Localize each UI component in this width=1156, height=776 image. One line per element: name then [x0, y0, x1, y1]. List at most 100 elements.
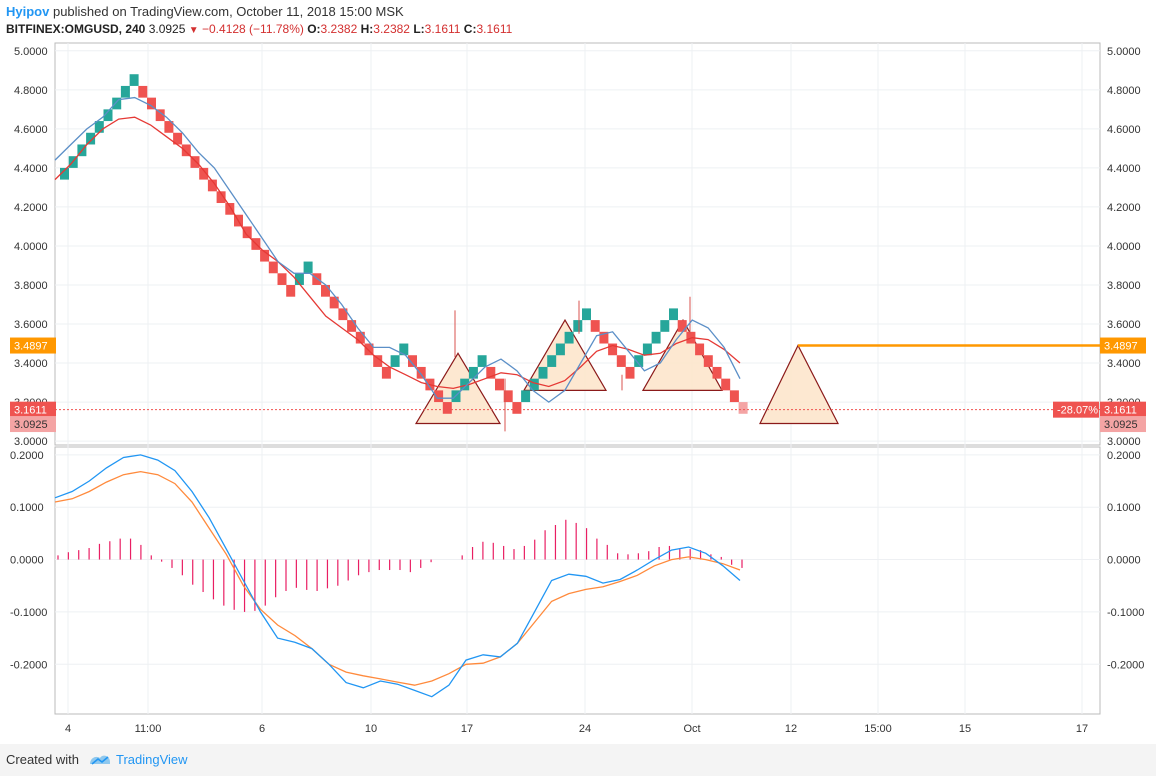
- price-tick-label-left: 5.0000: [14, 46, 48, 58]
- renko-brick: [381, 366, 391, 379]
- moving-averages: [54, 96, 741, 403]
- renko-brick: [721, 378, 731, 391]
- renko-brick: [364, 343, 374, 356]
- publish-info: Hyipov published on TradingView.com, Oct…: [6, 4, 404, 19]
- time-tick-label: 17: [1076, 723, 1088, 735]
- renko-brick: [468, 366, 478, 379]
- renko-brick: [216, 191, 226, 204]
- price-tick-label-left: 4.2000: [14, 202, 48, 214]
- tradingview-link[interactable]: TradingView: [116, 752, 188, 767]
- renko-brick: [434, 390, 444, 403]
- price-tick-label-left: 4.0000: [14, 241, 48, 253]
- renko-brick: [199, 167, 209, 180]
- open-value: 3.2382: [320, 22, 358, 36]
- macd-line: [54, 454, 741, 698]
- renko-brick: [355, 331, 365, 344]
- macd-tick-label-left: 0.1000: [10, 502, 44, 514]
- renko-brick: [555, 343, 565, 356]
- price-tick-label-right: 4.8000: [1107, 85, 1141, 97]
- level-label-left-bg: [10, 337, 56, 354]
- renko-brick: [564, 331, 574, 344]
- low-value: 3.1611: [424, 22, 461, 36]
- chart-canvas[interactable]: 5.0000 5.0000 4.8000 4.8000 4.6000 4.6000 4.40…: [0, 40, 1156, 744]
- last-label-right-bg: [1100, 416, 1146, 433]
- level-label-left: 3.4897: [14, 341, 48, 353]
- renko-brick: [268, 261, 278, 274]
- created-with-text: Created with: [6, 752, 79, 767]
- pattern-triangle: [414, 352, 502, 425]
- time-tick-label: 6: [259, 723, 265, 735]
- last-label-left: 3.0925: [14, 419, 48, 431]
- renko-brick: [477, 355, 487, 367]
- renko-brick: [294, 273, 304, 285]
- close-label-right-bg: [1100, 401, 1146, 418]
- renko-brick: [521, 390, 531, 403]
- down-arrow-icon: ▼: [188, 25, 199, 36]
- renko-brick: [669, 308, 678, 321]
- level-label-right-bg: [1100, 337, 1146, 354]
- symbol-name: BITFINEX:OMGUSD, 240: [6, 22, 146, 36]
- renko-brick: [503, 390, 513, 403]
- time-tick-label: 11:00: [135, 723, 162, 735]
- renko-brick: [207, 179, 217, 192]
- change-pct-label-bg: [1053, 401, 1099, 418]
- renko-brick: [225, 203, 235, 215]
- close-value: 3.1611: [476, 22, 513, 36]
- close-label-left-bg: [10, 401, 56, 418]
- renko-brick: [155, 109, 165, 122]
- price-labels: 3.4897 3.4897 3.1611 3.1611 -28.07% 3.0925 3.0…: [10, 337, 1146, 433]
- renko-brick: [399, 343, 409, 356]
- price-tick-label-right: 4.4000: [1107, 163, 1141, 175]
- time-tick-label: 10: [365, 723, 377, 735]
- last-label-right: 3.0925: [1104, 419, 1138, 431]
- macd-signal-line: [54, 470, 741, 686]
- renko-brick: [616, 355, 626, 367]
- renko-brick: [695, 343, 705, 356]
- renko-brick: [286, 284, 296, 297]
- renko-brick: [547, 355, 557, 367]
- renko-bricks: [60, 74, 748, 432]
- renko-brick: [338, 308, 348, 321]
- tradingview-logo-icon[interactable]: [88, 752, 112, 768]
- renko-brick: [703, 355, 713, 367]
- renko-brick: [416, 366, 426, 379]
- author-name[interactable]: Hyipov: [6, 4, 50, 19]
- ma-slow-line: [54, 116, 741, 390]
- price-tick-label-right: 3.4000: [1107, 358, 1141, 370]
- renko-brick: [642, 343, 652, 356]
- symbol-info: BITFINEX:OMGUSD, 240 3.0925 ▼ −0.4128 (−…: [6, 22, 513, 36]
- renko-brick: [573, 320, 583, 332]
- macd-tick-label-right: 0.1000: [1107, 502, 1141, 514]
- renko-brick: [277, 273, 287, 285]
- renko-brick: [181, 144, 191, 157]
- grid: [55, 43, 1100, 714]
- macd-indicator: [54, 454, 743, 698]
- close-label-left: 3.1611: [14, 405, 47, 417]
- price-tick-label-right: 4.0000: [1107, 241, 1141, 253]
- time-axis: 4 11:00 6 10 17 24 Oct 12 15:00 15 17: [65, 723, 1088, 735]
- time-tick-label: 17: [461, 723, 473, 735]
- price-tick-label-left: 3.8000: [14, 280, 48, 292]
- renko-brick: [599, 331, 609, 344]
- renko-brick: [582, 308, 591, 321]
- macd-tick-label-right: -0.1000: [1107, 607, 1144, 619]
- renko-brick: [677, 320, 687, 332]
- last-label-left-bg: [10, 416, 56, 433]
- footer: Created with TradingView: [0, 744, 1156, 776]
- renko-brick: [373, 355, 383, 367]
- chart-header: Hyipov published on TradingView.com, Oct…: [0, 0, 1156, 40]
- price-tick-label-right: 4.6000: [1107, 124, 1141, 136]
- price-tick-label-right: 4.2000: [1107, 202, 1141, 214]
- price-tick-label-right: 3.6000: [1107, 319, 1141, 331]
- renko-brick: [242, 226, 252, 239]
- renko-brick: [634, 355, 644, 367]
- renko-brick: [103, 109, 113, 122]
- time-tick-label: 15: [959, 723, 971, 735]
- high-value: 3.2382: [373, 22, 410, 36]
- ma-fast-line: [54, 96, 741, 403]
- pattern-triangles: [414, 318, 839, 425]
- price-tick-label-right: 5.0000: [1107, 46, 1141, 58]
- renko-brick: [608, 343, 618, 356]
- time-tick-label: 4: [65, 723, 71, 735]
- renko-brick: [625, 366, 635, 379]
